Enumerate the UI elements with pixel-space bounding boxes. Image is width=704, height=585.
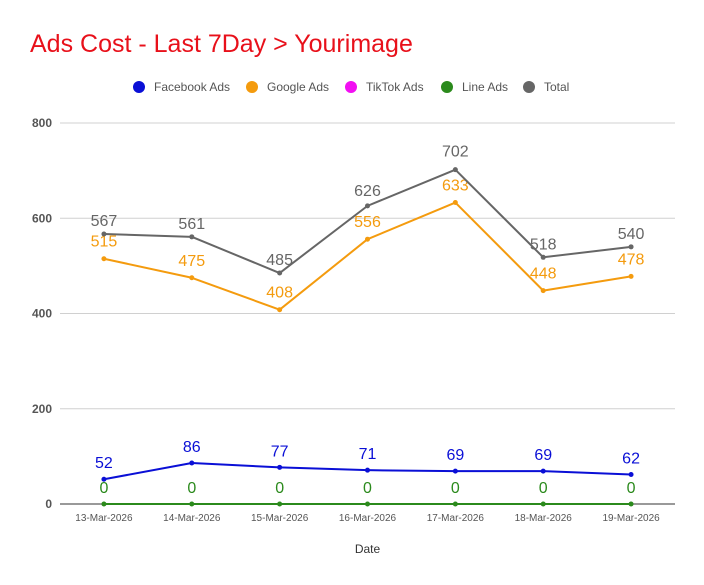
line-ads-point: [452, 501, 458, 507]
google-ads-data-label: 556: [354, 214, 381, 231]
google-ads-point: [365, 236, 370, 242]
facebook-ads-data-label: 62: [622, 450, 640, 467]
legend-label: Google Ads: [267, 80, 330, 94]
line-ads-data-label: 0: [627, 480, 636, 497]
x-tick-label: 16-Mar-2026: [339, 513, 397, 524]
total-point: [189, 234, 195, 240]
line-ads-data-label: 0: [275, 480, 284, 497]
chart-title: Ads Cost - Last 7Day > Yourimage: [30, 30, 413, 58]
y-tick-label: 0: [45, 497, 52, 511]
total-data-label: 540: [618, 226, 645, 243]
x-tick-label: 13-Mar-2026: [75, 513, 133, 524]
y-tick-label: 400: [32, 307, 52, 321]
legend-marker: [523, 81, 535, 93]
legend-item-facebook-ads[interactable]: Facebook Ads: [133, 80, 230, 94]
facebook-ads-data-label: 86: [183, 439, 201, 456]
facebook-ads-data-label: 77: [271, 443, 289, 460]
total-data-label: 567: [91, 213, 118, 230]
google-ads-data-label: 633: [442, 178, 469, 195]
line-ads-point: [540, 501, 546, 507]
legend-marker: [345, 81, 357, 93]
total-point: [628, 244, 634, 250]
legend: Facebook Ads Google Ads TikTok Ads Line Ads…: [0, 80, 704, 98]
google-ads-point: [101, 256, 107, 262]
y-tick-label: 200: [32, 402, 52, 416]
facebook-ads-point: [101, 476, 107, 482]
line-ads-point: [365, 501, 370, 507]
facebook-ads-data-label: 69: [446, 447, 464, 464]
google-ads-data-label: 448: [530, 266, 557, 283]
line-ads-data-label: 0: [539, 480, 548, 497]
total-data-label: 485: [266, 252, 293, 269]
facebook-ads-data-label: 69: [534, 447, 552, 464]
line-ads-point: [628, 501, 634, 507]
y-tick-label: 600: [32, 211, 52, 225]
line-ads-point: [101, 501, 107, 507]
legend-item-google-ads[interactable]: Google Ads: [246, 80, 329, 94]
total-point: [540, 254, 546, 260]
x-tick-label: 19-Mar-2026: [602, 513, 660, 524]
google-ads-point: [189, 275, 195, 281]
google-ads-point: [540, 288, 546, 294]
total-data-label: 702: [442, 144, 469, 161]
legend-item-line-ads[interactable]: Line Ads: [441, 80, 508, 94]
google-ads-data-label: 408: [266, 285, 293, 302]
legend-item-tiktok-ads[interactable]: TikTok Ads: [345, 80, 424, 94]
facebook-ads-data-label: 52: [95, 455, 113, 472]
x-tick-label: 14-Mar-2026: [163, 513, 221, 524]
legend-label: Facebook Ads: [154, 80, 231, 94]
x-tick-label: 15-Mar-2026: [251, 513, 309, 524]
legend-label: Line Ads: [462, 80, 509, 94]
x-axis-label: Date: [354, 542, 381, 556]
google-ads-data-label: 478: [618, 251, 645, 268]
google-ads-point: [277, 307, 283, 313]
facebook-ads-data-label: 71: [359, 446, 377, 463]
legend-marker: [133, 81, 145, 93]
total-data-label: 518: [530, 236, 557, 253]
y-tick-label: 800: [32, 116, 52, 130]
line-ads-data-label: 0: [99, 480, 108, 497]
legend-marker: [246, 81, 258, 93]
facebook-ads-point: [628, 471, 634, 477]
total-point: [101, 231, 107, 237]
facebook-ads-point: [452, 468, 458, 474]
line-ads-data-label: 0: [187, 480, 196, 497]
legend-item-total[interactable]: Total: [523, 80, 569, 94]
total-point: [277, 270, 283, 276]
facebook-ads-point: [189, 460, 195, 466]
total-data-label: 626: [354, 183, 381, 200]
total-point: [365, 203, 370, 209]
x-tick-label: 17-Mar-2026: [427, 513, 485, 524]
legend-label: TikTok Ads: [366, 80, 424, 94]
legend-label: Total: [544, 80, 570, 94]
google-ads-data-label: 475: [178, 253, 205, 270]
facebook-ads-point: [540, 468, 546, 474]
x-tick-label: 18-Mar-2026: [515, 513, 573, 524]
line-ads-point: [189, 501, 195, 507]
line-ads-point: [277, 501, 283, 507]
total-point: [452, 167, 458, 173]
google-ads-point: [628, 273, 634, 279]
facebook-ads-point: [365, 467, 370, 473]
google-ads-point: [452, 200, 458, 206]
total-data-label: 561: [178, 216, 205, 233]
line-ads-data-label: 0: [363, 480, 372, 497]
legend-marker: [441, 81, 453, 93]
line-ads-data-label: 0: [451, 480, 460, 497]
google-ads-data-label: 515: [91, 234, 118, 251]
facebook-ads-point: [277, 464, 283, 470]
